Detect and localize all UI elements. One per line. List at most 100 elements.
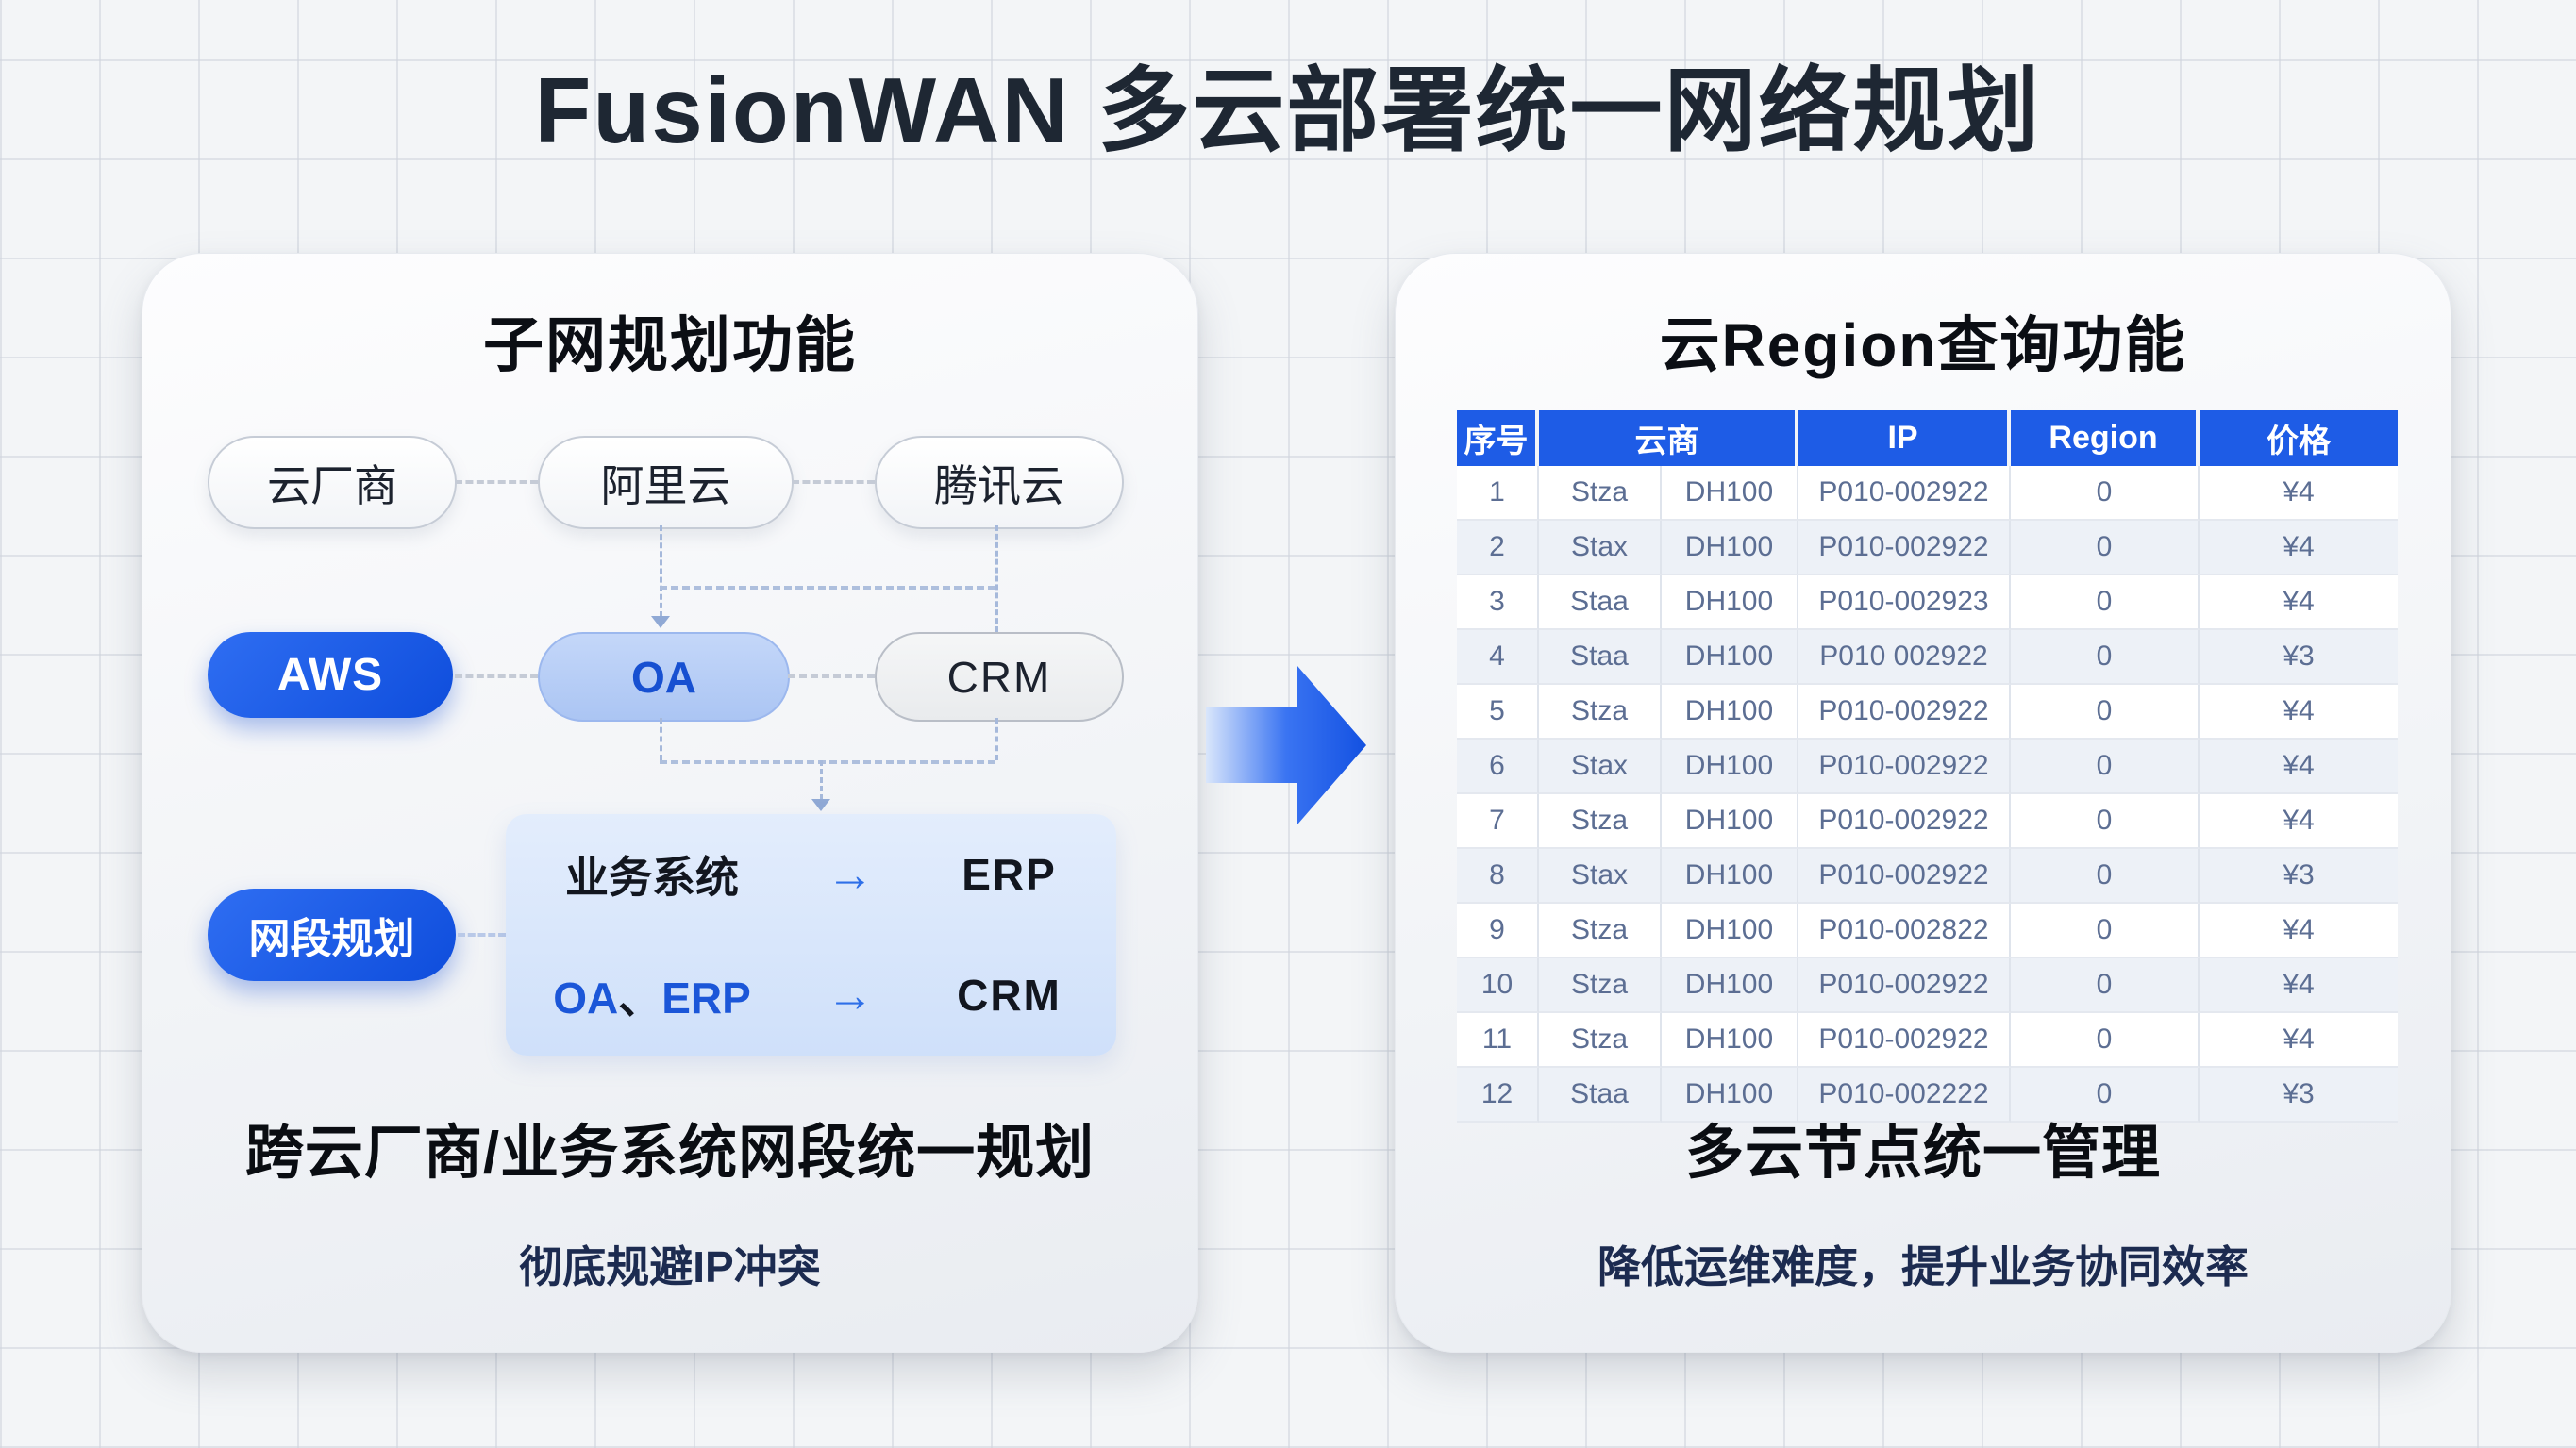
cell-vendor: Staa [1539,630,1662,685]
cell-model: DH100 [1662,685,1798,740]
connector-dashed [820,760,823,800]
connector-dashed [660,718,662,760]
cell-ip: P010-002922 [1798,521,2011,575]
cell-vendor: Stax [1539,849,1662,904]
cell-model: DH100 [1662,521,1798,575]
cell-model: DH100 [1662,1013,1798,1068]
arrowhead-down-icon [811,799,830,811]
node-label: OA [631,652,696,702]
cell-model: DH100 [1662,958,1798,1013]
cell-index: 5 [1457,685,1539,740]
cell-index: 1 [1457,466,1539,521]
cell-ip: P010 002922 [1798,630,2011,685]
node-alibaba-cloud: 阿里云 [538,436,794,529]
cell-region: 0 [2011,630,2200,685]
mapping-row: OA、ERP → CRM [506,935,1116,1056]
cell-price: ¥4 [2200,1013,2398,1068]
cell-vendor: Stza [1539,1013,1662,1068]
right-panel-heading: 多云节点统一管理 [1684,1121,2161,1186]
cell-ip: P010-002923 [1798,575,2011,630]
right-arrow-icon: → [827,848,874,901]
table-row: 5 Stza DH100 P010-002922 0 ¥4 [1457,685,2398,740]
cell-region: 0 [2011,1013,2200,1068]
header-vendor: 云商 [1539,410,1798,466]
cell-index: 11 [1457,1013,1539,1068]
connector-dashed [660,760,995,764]
cell-vendor: Stza [1539,904,1662,958]
node-label: 腾讯云 [934,460,1064,510]
cell-ip: P010-002922 [1798,1013,2011,1068]
table-row: 8 Stax DH100 P010-002922 0 ¥3 [1457,849,2398,904]
cell-model: DH100 [1662,849,1798,904]
cell-price: ¥4 [2200,794,2398,849]
mapping-row: 业务系统 → ERP [506,814,1116,935]
cell-ip: P010-002822 [1798,904,2011,958]
cell-region: 0 [2011,1068,2200,1123]
region-table-body: 1 Stza DH100 P010-002922 0 ¥4 2 Stax DH1… [1457,466,2398,1123]
connector-dashed [458,933,506,937]
cell-region: 0 [2011,685,2200,740]
page-title: FusionWAN 多云部署统一网络规划 [534,58,2042,162]
subnet-planning-panel: 子网规划功能 云厂商 阿里云 腾讯云 AWS OA CRM [142,253,1198,1353]
cell-price: ¥4 [2200,740,2398,794]
cell-price: ¥3 [2200,630,2398,685]
table-row: 10 Stza DH100 P010-002922 0 ¥4 [1457,958,2398,1013]
cell-region: 0 [2011,904,2200,958]
cell-vendor: Staa [1539,1068,1662,1123]
left-panel-title: 子网规划功能 [483,311,857,379]
connector-dashed [455,674,538,678]
cell-ip: P010-002922 [1798,849,2011,904]
cell-region: 0 [2011,740,2200,794]
right-arrow-icon: → [827,969,874,1022]
cell-region: 0 [2011,958,2200,1013]
connector-dashed [995,525,998,632]
cell-model: DH100 [1662,1068,1798,1123]
connector-dashed [995,718,998,760]
cell-vendor: Staa [1539,575,1662,630]
connector-dashed [792,480,875,484]
node-label: 云厂商 [267,460,397,510]
cell-model: DH100 [1662,466,1798,521]
node-segment-planning: 网段规划 [208,889,456,981]
cell-index: 6 [1457,740,1539,794]
cell-region: 0 [2011,794,2200,849]
cell-region: 0 [2011,521,2200,575]
table-row: 7 Stza DH100 P010-002922 0 ¥4 [1457,794,2398,849]
node-crm: CRM [875,632,1124,722]
cell-price: ¥4 [2200,575,2398,630]
cell-index: 4 [1457,630,1539,685]
cell-ip: P010-002922 [1798,794,2011,849]
cell-model: DH100 [1662,575,1798,630]
header-ip: IP [1798,410,2011,466]
cell-index: 8 [1457,849,1539,904]
header-index: 序号 [1457,410,1539,466]
left-panel-subheading: 彻底规避IP冲突 [519,1242,821,1291]
cell-index: 7 [1457,794,1539,849]
cell-index: 3 [1457,575,1539,630]
cell-price: ¥4 [2200,521,2398,575]
flow-arrow-icon [1206,658,1371,838]
left-panel-heading: 跨云厂商/业务系统网段统一规划 [244,1121,1096,1186]
cell-price: ¥4 [2200,466,2398,521]
node-label: CRM [946,652,1052,702]
cell-ip: P010-002222 [1798,1068,2011,1123]
table-row: 3 Staa DH100 P010-002923 0 ¥4 [1457,575,2398,630]
arrowhead-down-icon [651,616,670,628]
cell-vendor: Stza [1539,958,1662,1013]
cell-index: 9 [1457,904,1539,958]
region-table-header: 序号 云商 IP Region 价格 [1457,410,2398,466]
table-row: 12 Staa DH100 P010-002222 0 ¥3 [1457,1068,2398,1123]
mapping-target: ERP [962,850,1057,899]
cell-price: ¥4 [2200,958,2398,1013]
cell-vendor: Stza [1539,794,1662,849]
node-label: 网段规划 [248,916,415,962]
right-panel-title: 云Region查询功能 [1659,311,2187,379]
cell-model: DH100 [1662,904,1798,958]
cell-vendor: Stax [1539,740,1662,794]
region-query-panel: 云Region查询功能 序号 云商 IP Region 价格 [1395,253,2451,1353]
cell-price: ¥3 [2200,849,2398,904]
cell-vendor: Stax [1539,521,1662,575]
header-price: 价格 [2200,410,2398,466]
cell-index: 12 [1457,1068,1539,1123]
